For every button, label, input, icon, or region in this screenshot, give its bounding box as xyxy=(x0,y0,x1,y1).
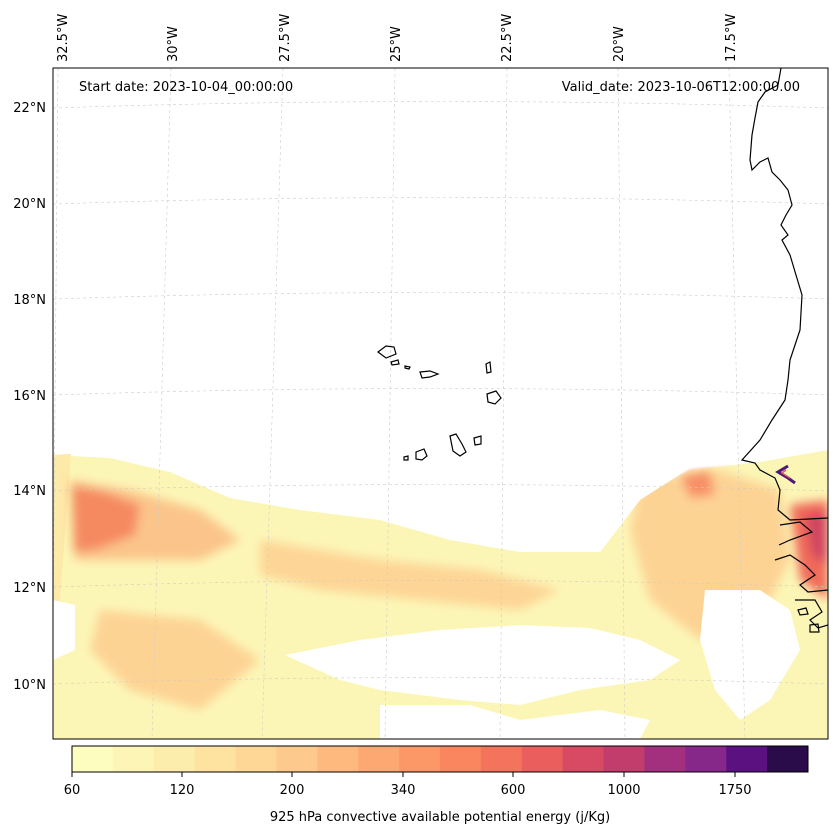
maio xyxy=(473,435,482,446)
colorbar-tick-label: 60 xyxy=(64,783,81,798)
lat-label: 10°N xyxy=(13,678,46,693)
colorbar-cell xyxy=(644,746,686,772)
cape-east-peak xyxy=(805,512,828,565)
lat-label: 14°N xyxy=(13,484,46,499)
colorbar-tick-label: 200 xyxy=(280,783,305,798)
lon-label: 22.5°W xyxy=(500,14,515,62)
santo-antao xyxy=(377,345,397,359)
gridlines xyxy=(53,68,828,739)
lon-label: 20°W xyxy=(612,26,627,62)
latitude-labels: 22°N 20°N 18°N 16°N 14°N 12°N 10°N xyxy=(13,101,46,693)
colorbar-cell xyxy=(399,746,441,772)
colorbar-tick-label: 340 xyxy=(391,783,416,798)
colorbar-cell xyxy=(112,746,155,772)
africa-coastline xyxy=(740,68,828,521)
colorbar-cell xyxy=(521,746,564,772)
colorbar-cell xyxy=(72,746,114,772)
sao-nicolau xyxy=(419,370,440,379)
lat-label: 16°N xyxy=(13,389,46,404)
guinea-bissau-coast xyxy=(774,554,828,593)
cape-gap-3 xyxy=(700,590,800,720)
cape-extreme-spot-edge xyxy=(780,469,791,479)
colorbar-cell xyxy=(317,746,359,772)
colorbar-tick-label: 600 xyxy=(501,783,526,798)
colorbar-cell xyxy=(358,746,400,772)
cape-south-west-blob xyxy=(90,610,260,710)
colorbar-cell xyxy=(685,746,727,772)
colorbar-cell xyxy=(603,746,645,772)
lat-label: 20°N xyxy=(13,197,46,212)
cape-extreme-spot xyxy=(775,464,796,485)
colorbar-border xyxy=(71,745,809,773)
lon-label: 27.5°W xyxy=(278,14,293,62)
colorbar: 60 120 200 340 600 1000 1750 925 hPa con… xyxy=(64,745,809,825)
lat-label: 12°N xyxy=(13,581,46,596)
colorbar-cell xyxy=(767,746,809,772)
fogo xyxy=(415,448,428,461)
cape-core-west-strong xyxy=(72,485,140,552)
cape-gap-4 xyxy=(380,705,650,739)
lat-label: 22°N xyxy=(13,101,46,116)
santiago xyxy=(449,433,467,457)
colorbar-tick-label: 120 xyxy=(170,783,195,798)
colorbar-label: 925 hPa convective available potential e… xyxy=(270,810,610,825)
colorbar-ticks xyxy=(71,772,736,777)
lat-label: 18°N xyxy=(13,293,46,308)
colorbar-tick-label: 1750 xyxy=(718,783,751,798)
longitude-labels: 32.5°W 30°W 27.5°W 25°W 22.5°W 20°W 17.5… xyxy=(56,14,739,62)
bijagos-islands xyxy=(797,607,820,633)
colorbar-cell xyxy=(562,746,605,772)
colorbar-tick-label: 1000 xyxy=(607,783,640,798)
valid-date-text: Valid_date: 2023-10-06T12:00:00.00 xyxy=(562,80,800,95)
colorbar-cell xyxy=(194,746,237,772)
lon-label: 30°W xyxy=(166,26,181,62)
coastlines xyxy=(377,68,828,633)
lon-label: 25°W xyxy=(389,26,404,62)
lon-label: 17.5°W xyxy=(724,14,739,62)
colorbar-cells xyxy=(72,746,809,772)
brava xyxy=(403,455,409,461)
cape-gap-5 xyxy=(53,68,828,552)
cape-mid-band xyxy=(260,540,560,610)
start-date-text: Start date: 2023-10-04_00:00:00 xyxy=(79,80,293,95)
cape-field xyxy=(53,68,828,739)
cape-gap-2 xyxy=(53,600,75,660)
colorbar-cell xyxy=(440,746,482,772)
guinea-coast xyxy=(795,599,828,629)
colorbar-cell xyxy=(726,746,768,772)
map-border xyxy=(52,67,829,740)
colorbar-cell xyxy=(276,746,318,772)
colorbar-cell xyxy=(480,746,523,772)
colorbar-cell xyxy=(153,746,196,772)
sal xyxy=(485,361,492,374)
cape-ne-spot xyxy=(680,470,715,498)
boa-vista xyxy=(486,390,502,405)
colorbar-cell xyxy=(235,746,277,772)
cape-gap-1 xyxy=(285,625,680,705)
colorbar-tick-labels: 60 120 200 340 600 1000 1750 xyxy=(64,783,752,798)
santa-luzia xyxy=(404,365,411,370)
gambia-outline xyxy=(778,521,814,546)
lon-label: 32.5°W xyxy=(56,14,71,62)
sao-vicente xyxy=(390,359,400,366)
